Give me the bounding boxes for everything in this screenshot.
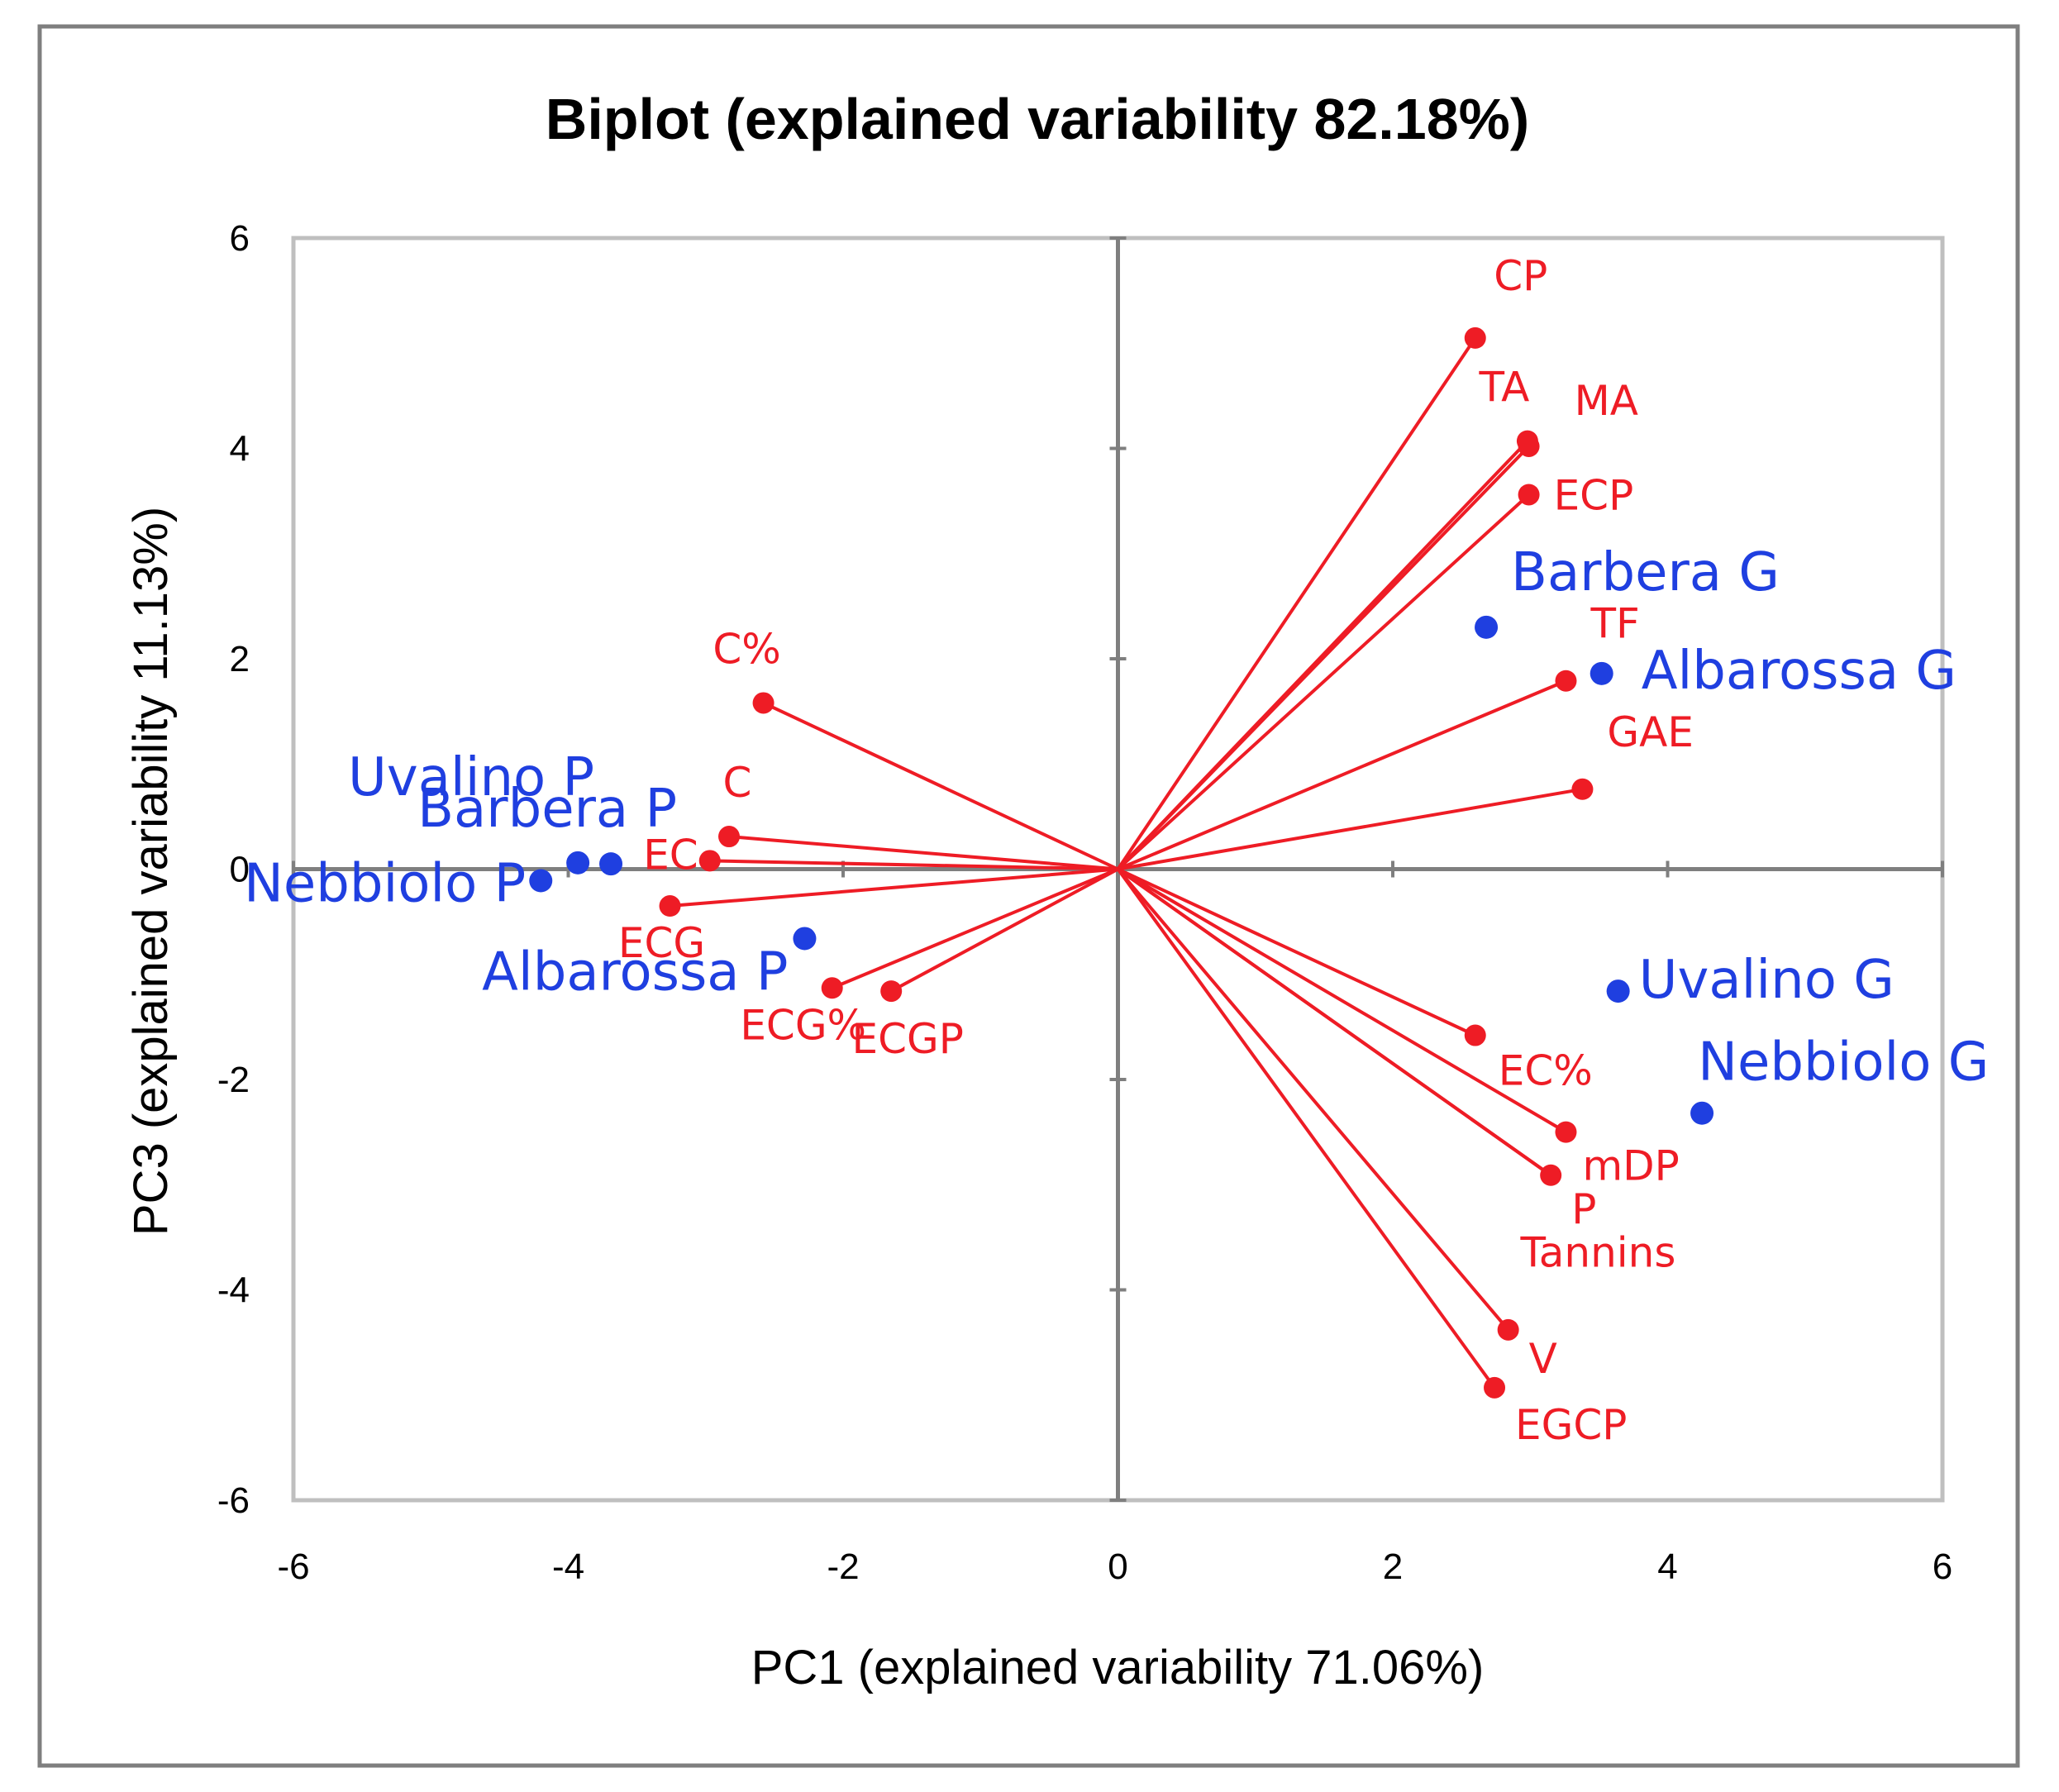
variable-point-mDP — [1555, 1121, 1577, 1143]
variable-label-EC: EC — [643, 831, 698, 879]
variable-label-ECP: ECP — [1554, 471, 1634, 519]
x-tick-label: -2 — [827, 1547, 859, 1587]
variable-label-EGCP: EGCP — [1515, 1401, 1627, 1449]
variable-vector-ECG% — [831, 867, 1119, 990]
observation-point-barbera-g — [1475, 615, 1499, 639]
chart-title: Biplot (explained variability 82.18%) — [546, 87, 1529, 151]
observation-point-barbera-p — [599, 852, 623, 876]
y-tick-label: -2 — [217, 1060, 250, 1100]
variable-label-P: P — [1571, 1185, 1596, 1233]
variable-label-MA: MA — [1575, 377, 1638, 425]
variable-label-TF: TF — [1590, 600, 1639, 648]
variable-point-EGCP — [1484, 1376, 1506, 1399]
variable-vector-C% — [762, 701, 1119, 871]
variable-label-Tannins: Tannins — [1520, 1228, 1676, 1276]
variable-point-P — [1540, 1164, 1562, 1186]
observation-label-albarossa-p: Albarossa P — [482, 941, 788, 1003]
observation-point-albarossa-g — [1590, 661, 1613, 685]
variable-label-GAE: GAE — [1607, 708, 1694, 756]
variable-label-CP: CP — [1494, 252, 1547, 300]
variable-point-GAE — [1571, 778, 1594, 800]
variable-point-ECP — [1518, 484, 1540, 506]
variable-label-TA: TA — [1478, 364, 1529, 412]
variable-vector-EGCP — [1116, 868, 1496, 1389]
y-tick-label: 0 — [230, 850, 250, 890]
variable-point-EC — [698, 850, 721, 872]
variable-point-C — [718, 826, 741, 848]
observation-label-barbera-g: Barbera G — [1511, 542, 1780, 603]
y-tick-label: -4 — [217, 1270, 250, 1311]
variable-vector-V — [1116, 868, 1510, 1332]
variable-point-EC% — [1464, 1024, 1486, 1046]
observation-point-albarossa-p — [793, 927, 817, 951]
variable-label-V: V — [1529, 1335, 1557, 1383]
variable-vector-GAE — [1118, 787, 1583, 871]
observation-point-nebbiolo-g — [1690, 1101, 1714, 1125]
variable-point-V — [1497, 1318, 1519, 1341]
variable-vector-MA — [1117, 445, 1531, 870]
variable-label-ECGP: ECGP — [851, 1015, 963, 1063]
y-tick-label: 6 — [230, 218, 250, 259]
x-tick-label: -4 — [552, 1547, 584, 1587]
variable-point-C% — [752, 692, 775, 714]
variable-vector-ECG — [670, 867, 1118, 908]
variable-vector-CP — [1116, 336, 1477, 870]
observation-label-albarossa-g: Albarossa G — [1642, 641, 1957, 702]
y-tick-label: -6 — [217, 1480, 250, 1521]
variable-vector-ECP — [1117, 493, 1530, 870]
variable-vector-C — [728, 835, 1118, 871]
variable-vector-TF — [1117, 679, 1567, 871]
observation-point-uvalino-p — [566, 851, 590, 875]
variable-vector-ECGP — [890, 867, 1119, 993]
observation-label-nebbiolo-g: Nebbiolo G — [1698, 1032, 1989, 1094]
x-tick-label: 4 — [1657, 1547, 1677, 1587]
variable-point-MA — [1518, 435, 1540, 457]
observation-point-uvalino-g — [1606, 979, 1630, 1003]
variable-label-EC%: EC% — [1499, 1047, 1593, 1095]
variable-vector-mDP — [1117, 867, 1567, 1134]
variable-vector-EC — [709, 859, 1118, 871]
variable-label-ECG: ECG — [618, 919, 705, 967]
x-tick-label: 2 — [1383, 1547, 1403, 1587]
y-tick-label: 2 — [230, 639, 250, 679]
observation-label-barbera-p: Barbera P — [417, 779, 677, 840]
x-tick-label: -6 — [277, 1547, 309, 1587]
observation-label-uvalino-g: Uvalino G — [1639, 950, 1895, 1011]
variable-label-C: C — [723, 759, 752, 807]
observation-label-nebbiolo-p: Nebbiolo P — [244, 853, 526, 914]
variable-label-C%: C% — [713, 625, 780, 673]
variable-point-ECG — [659, 895, 681, 917]
y-axis-label: PC3 (explained variability 11.13%) — [124, 507, 178, 1236]
variable-vector-EC% — [1117, 867, 1476, 1037]
y-tick-label: 4 — [230, 429, 250, 469]
variable-label-ECG%: ECG% — [740, 1001, 866, 1049]
variable-label-mDP: mDP — [1582, 1142, 1679, 1190]
x-tick-label: 0 — [1108, 1547, 1127, 1587]
variable-vector-Tannins — [1117, 867, 1555, 1179]
observation-label-uvalino-p: Uvalino P — [348, 747, 594, 808]
observation-point-nebbiolo-p — [529, 869, 553, 893]
variable-point-TF — [1555, 670, 1577, 692]
x-axis-label: PC1 (explained variability 71.06%) — [751, 1641, 1485, 1694]
variable-point-ECG% — [821, 977, 843, 999]
variable-point-ECGP — [880, 980, 903, 1003]
chart-outer-frame — [37, 24, 2020, 1768]
variable-point-CP — [1464, 326, 1486, 349]
x-tick-label: 6 — [1933, 1547, 1952, 1587]
